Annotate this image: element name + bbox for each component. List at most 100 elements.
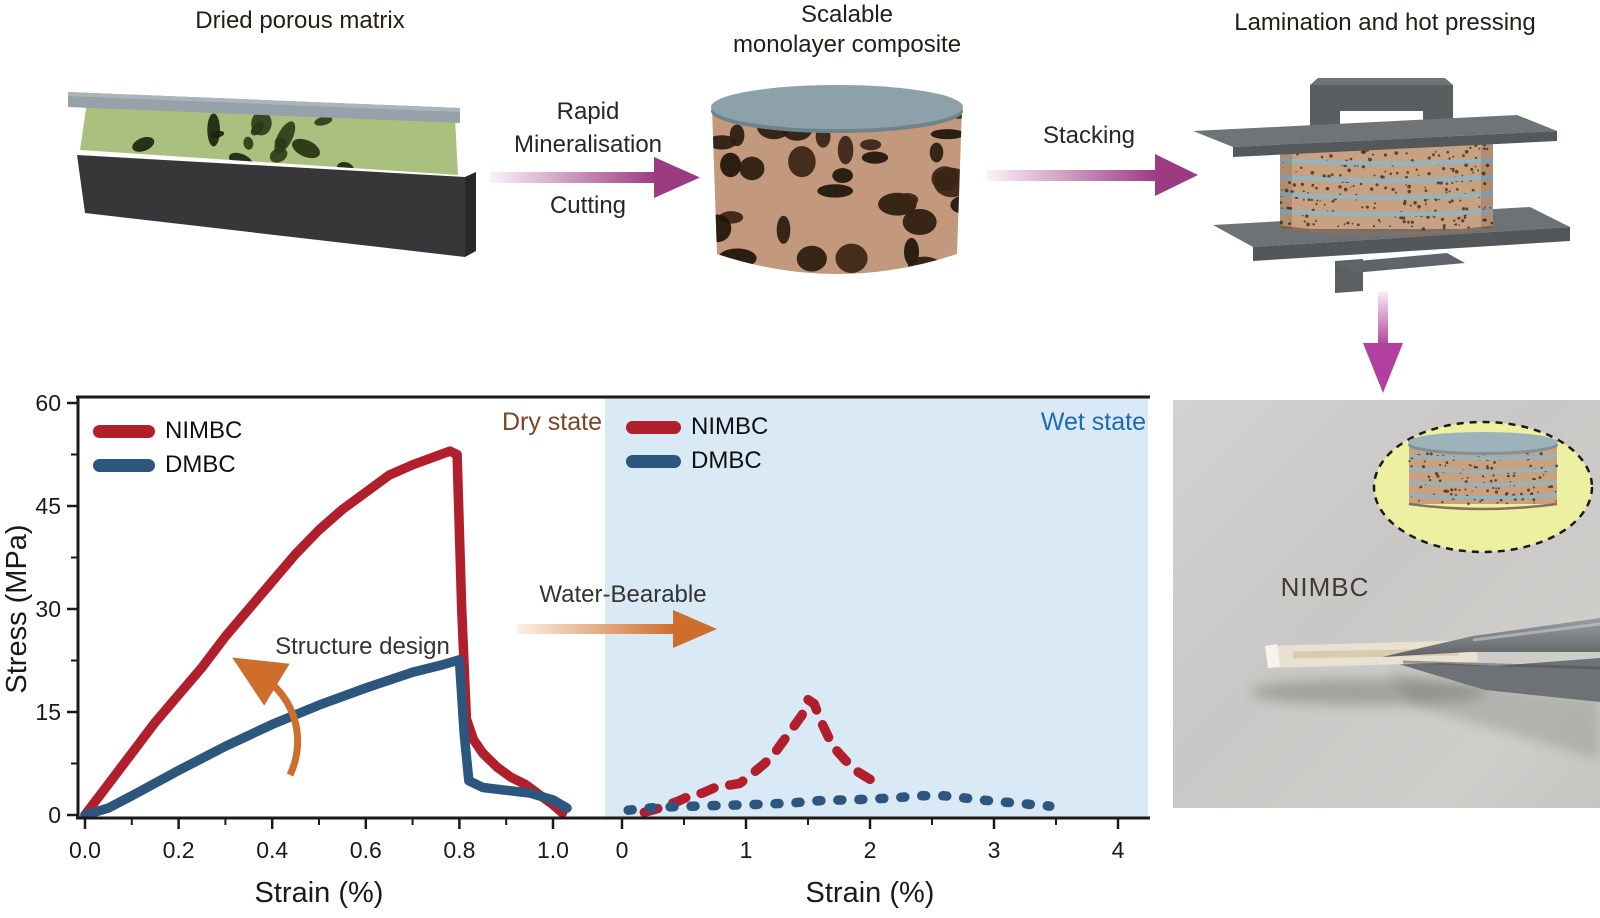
- dmbc-swatch: [93, 458, 155, 472]
- speckle: [1474, 156, 1478, 160]
- monolayer-composite-illustration: [711, 85, 963, 274]
- speckle: [1555, 500, 1557, 502]
- speckle: [1446, 150, 1450, 154]
- matrix-base-side: [465, 172, 476, 257]
- curve-dmbc-wet: [623, 791, 1055, 815]
- press-stack-bottom-edge: [1279, 225, 1494, 236]
- speckle: [1451, 170, 1454, 173]
- speckle: [1343, 187, 1348, 192]
- speckle: [1402, 219, 1406, 224]
- x-tick-label: 0.6: [350, 837, 382, 863]
- speckle: [1440, 217, 1445, 222]
- speckle: [1482, 218, 1486, 222]
- speckle: [1419, 485, 1423, 489]
- speckle: [1356, 223, 1360, 227]
- press-clamp-top-face: [1310, 78, 1453, 85]
- speckle: [1462, 154, 1465, 158]
- press-stack-shade-right: [1481, 143, 1493, 229]
- speckle: [1464, 163, 1469, 167]
- pore: [718, 248, 757, 268]
- mineralisation-arrow-icon: [490, 157, 700, 198]
- photo-panel: NIMBC: [1173, 400, 1600, 808]
- speckle: [1478, 147, 1481, 150]
- speckle: [1406, 220, 1410, 224]
- speckle: [1338, 185, 1342, 189]
- speckle: [1346, 222, 1348, 225]
- legend-label: NIMBC: [691, 413, 769, 440]
- speckle: [1288, 222, 1292, 226]
- dry-state-label: Dry state: [501, 408, 602, 436]
- speckle: [1529, 464, 1533, 468]
- speckle: [1292, 183, 1297, 187]
- pore: [330, 265, 346, 288]
- speckle: [1360, 150, 1365, 154]
- speckle: [1320, 155, 1324, 159]
- speckle: [1384, 170, 1387, 173]
- pore: [272, 71, 291, 85]
- speckle: [1454, 169, 1459, 174]
- arrow-head: [1155, 154, 1198, 196]
- speckle: [1403, 199, 1407, 203]
- speckle: [1301, 214, 1304, 217]
- speckle: [1325, 187, 1329, 191]
- speckle: [1496, 501, 1499, 504]
- legend-label: DMBC: [165, 451, 236, 478]
- nimbc-swatch: [93, 424, 155, 438]
- speckle: [1509, 481, 1512, 483]
- step2-label-line2: monolayer composite: [732, 31, 962, 58]
- speckle: [1506, 474, 1510, 478]
- pore: [930, 129, 962, 140]
- pore: [796, 245, 827, 272]
- speckle: [1405, 152, 1408, 155]
- press-top-plate-front: [1233, 131, 1557, 157]
- pore: [861, 151, 889, 164]
- speckle: [1427, 475, 1431, 478]
- speckle: [1455, 223, 1458, 226]
- down-arrow-icon: [1363, 292, 1403, 393]
- speckle: [1426, 452, 1429, 456]
- speckle: [1418, 499, 1421, 502]
- speckle: [1448, 200, 1452, 204]
- speckle: [1399, 215, 1403, 220]
- arrow-shaft: [517, 624, 675, 634]
- speckle: [1513, 497, 1517, 501]
- pore: [739, 156, 765, 181]
- speckle: [1375, 183, 1379, 187]
- pore: [907, 256, 941, 273]
- tweezers-edge-line: [1402, 660, 1600, 670]
- pore: [712, 214, 732, 243]
- dmbc-swatch: [626, 454, 681, 468]
- speckle: [1315, 203, 1318, 206]
- step1-label: Dried porous matrix: [195, 7, 405, 34]
- speckle: [1300, 182, 1305, 187]
- speckle: [1407, 184, 1411, 189]
- speckle: [1312, 223, 1315, 226]
- structure-design-arrow-icon: [232, 657, 302, 777]
- pore: [384, 95, 408, 105]
- nimbc-swatch: [626, 420, 681, 434]
- speckle: [1402, 216, 1406, 220]
- speckle: [1302, 190, 1305, 193]
- speckle: [1450, 199, 1454, 203]
- arrow2-label: Stacking: [1042, 122, 1136, 149]
- speckle: [1423, 460, 1426, 463]
- arrow1-label-line2: Mineralisation: [513, 131, 663, 158]
- speckle: [1450, 488, 1454, 492]
- speckle: [1432, 493, 1435, 496]
- speckle: [1435, 472, 1439, 476]
- step2-label: Scalable monolayer composite: [647, 0, 1047, 60]
- pore: [788, 146, 816, 178]
- cylinder-top-disc: [711, 85, 963, 129]
- speckle: [1436, 180, 1441, 185]
- structure-design-annotation: Structure design: [275, 633, 450, 660]
- pore: [243, 136, 254, 150]
- speckle: [1481, 171, 1486, 176]
- inset-oval: [1372, 420, 1594, 554]
- pore: [896, 193, 919, 207]
- speckle: [1554, 490, 1557, 493]
- speckle: [1452, 155, 1455, 158]
- speckle: [1423, 198, 1427, 202]
- speckle: [1384, 186, 1388, 190]
- speckle: [1354, 164, 1356, 167]
- x-axis-title-dry: Strain (%): [255, 877, 384, 909]
